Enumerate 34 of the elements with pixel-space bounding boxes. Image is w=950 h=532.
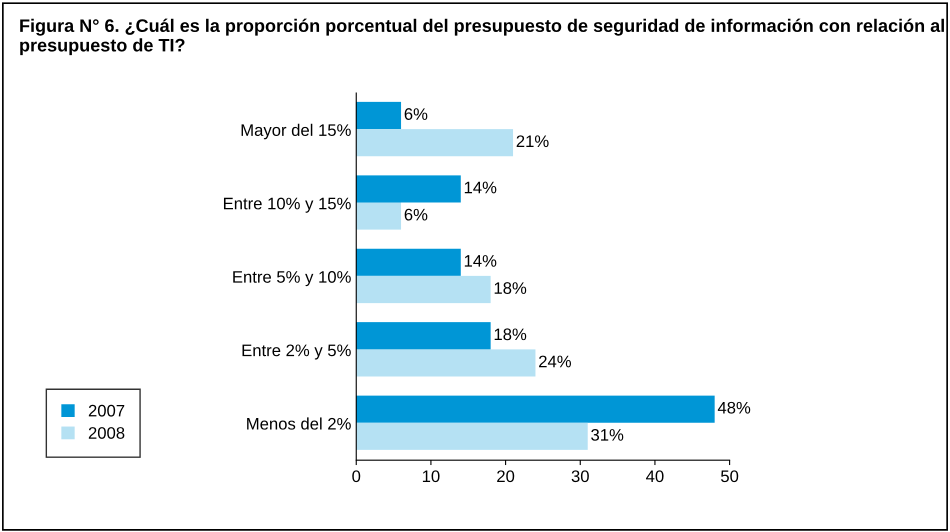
chart-title: Figura N° 6. ¿Cuál es la proporción porcentual del presupuesto de seguridad de información con relación al presupuesto de TI? (20, 18, 944, 56)
bar (356, 202, 402, 230)
x-tick-label: 50 (721, 470, 738, 482)
x-tick-label: 20 (497, 470, 514, 482)
legend-label: 2007 (88, 404, 124, 417)
data-label: 24% (539, 356, 571, 368)
x-tick-label: 10 (422, 470, 440, 482)
data-label: 48% (718, 402, 750, 414)
data-label: 31% (591, 428, 624, 441)
bar (356, 276, 491, 304)
data-label: 6% (404, 208, 428, 221)
data-label: 18% (494, 282, 526, 294)
data-label: 14% (464, 255, 496, 267)
bar (356, 248, 461, 276)
x-tick-label: 0 (352, 470, 360, 482)
data-label: 14% (464, 182, 496, 194)
y-tick-label: Entre 2% y 5% (242, 344, 351, 360)
legend-label: 2008 (88, 427, 124, 439)
y-tick-label: Mayor del 15% (242, 124, 351, 140)
bar (356, 102, 402, 130)
bar (356, 175, 461, 202)
y-tick-label: Entre 5% y 10% (233, 271, 351, 286)
y-tick-label: Menos del 2% (247, 417, 351, 430)
bar (356, 396, 715, 423)
y-tick-label: Entre 10% y 15% (224, 198, 351, 213)
bar (356, 322, 491, 350)
data-label: 6% (404, 108, 428, 120)
bar (356, 129, 514, 156)
data-label: 18% (494, 328, 526, 340)
bar (356, 349, 536, 376)
bar (356, 422, 588, 450)
x-tick-label: 40 (646, 470, 664, 482)
data-label: 21% (516, 135, 549, 148)
x-tick-label: 30 (572, 470, 589, 482)
